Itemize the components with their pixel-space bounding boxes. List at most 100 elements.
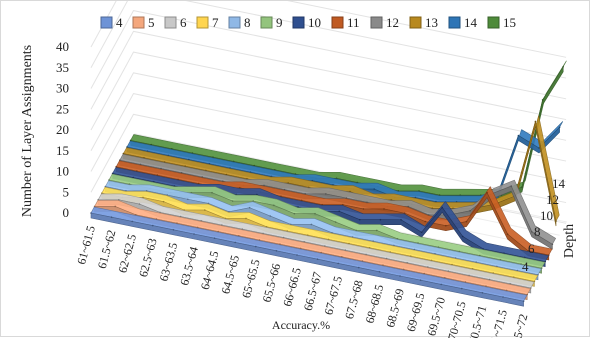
- legend-label: 11: [347, 15, 360, 30]
- data-point: [193, 233, 195, 235]
- legend-label: 7: [212, 15, 219, 30]
- data-point: [400, 218, 402, 221]
- data-point: [296, 254, 298, 256]
- legend-item: 9: [260, 15, 283, 30]
- legend-swatch: [132, 16, 145, 29]
- depth-tick-label: 10: [540, 208, 553, 223]
- data-point: [486, 191, 488, 194]
- data-point: [131, 220, 133, 223]
- data-point: [538, 147, 540, 149]
- legend-swatch: [196, 16, 209, 29]
- legend-label: 12: [386, 15, 399, 30]
- legend-item: 15: [487, 15, 516, 30]
- legend-label: 14: [464, 15, 478, 30]
- data-point: [424, 220, 427, 223]
- data-point: [376, 229, 378, 232]
- y-tick-label: 30: [56, 81, 69, 96]
- gridline: [90, 51, 567, 141]
- x-tick-label: 69~69.5: [404, 291, 428, 333]
- x-tick-label: 67~67.5: [321, 275, 345, 317]
- data-point: [462, 235, 464, 238]
- data-point: [469, 210, 471, 212]
- data-point: [273, 204, 275, 207]
- y-axis-title: Number of Layer Assignments: [20, 45, 35, 217]
- data-point: [231, 200, 234, 202]
- legend-swatch: [100, 16, 113, 29]
- data-point: [541, 99, 544, 101]
- gridline: [90, 30, 567, 121]
- data-point: [314, 212, 316, 215]
- depth-axis-title: Depth: [562, 224, 577, 258]
- x-tick-label: 65~65.5: [239, 258, 263, 300]
- data-point: [379, 218, 382, 221]
- data-point: [245, 217, 247, 220]
- x-tick-label: 70.5~71: [466, 304, 490, 338]
- legend-swatch: [260, 16, 273, 29]
- data-point: [445, 224, 447, 227]
- data-point: [211, 191, 213, 194]
- series-face: [90, 212, 524, 307]
- data-point: [275, 250, 278, 252]
- legend-swatch: [448, 16, 461, 29]
- data-point: [441, 206, 444, 209]
- legend-label: 15: [503, 15, 516, 30]
- data-point: [378, 271, 381, 273]
- x-tick-label: 64.5~65: [218, 254, 242, 296]
- gridline: [90, 1, 567, 79]
- y-tick-label: 25: [56, 101, 69, 116]
- x-tick-label: 62.5~63: [136, 237, 160, 279]
- data-point: [269, 215, 272, 217]
- data-point: [461, 287, 463, 290]
- y-axis: 0 5 10 15 20 25 30 35 40 Number of Layer Assignme…: [20, 39, 69, 220]
- data-point: [383, 208, 385, 210]
- y-tick-label: 5: [63, 184, 70, 199]
- legend-item: 11: [331, 15, 360, 30]
- data-point: [334, 221, 337, 223]
- legend-label: 8: [244, 15, 251, 30]
- gridline: [90, 72, 567, 162]
- legend-item: 6: [164, 15, 187, 30]
- x-tick-label: 63.5~64: [177, 245, 201, 287]
- x-tick-label: 68~68.5: [363, 283, 387, 325]
- data-point: [517, 134, 520, 137]
- data-point: [551, 243, 554, 246]
- gridline: [90, 10, 567, 100]
- legend-swatch: [487, 16, 500, 29]
- data-point: [248, 206, 251, 209]
- legend-item: 14: [448, 15, 478, 30]
- gridline: [90, 93, 567, 183]
- y-tick-label: 15: [56, 143, 69, 158]
- data-point: [419, 279, 422, 282]
- legend-swatch: [292, 16, 305, 29]
- x-tick-label: 62~62.5: [115, 233, 139, 275]
- legend-swatch: [164, 16, 177, 29]
- data-point: [213, 237, 216, 239]
- data-point: [325, 193, 327, 195]
- data-point: [293, 212, 296, 215]
- data-point: [138, 203, 141, 205]
- legend-label: 10: [308, 15, 321, 30]
- legend-label: 5: [148, 15, 155, 30]
- y-tick-label: 10: [56, 164, 69, 179]
- data-point: [234, 241, 236, 244]
- x-tick-label: 71.5~72: [507, 312, 531, 338]
- depth-tick-label: 8: [534, 224, 541, 239]
- legend-swatch: [370, 16, 383, 29]
- legend-swatch: [228, 16, 241, 29]
- data-point: [440, 283, 443, 286]
- data-point: [555, 220, 557, 222]
- legend-item: 12: [370, 15, 399, 30]
- x-tick-label: 66.5~67: [301, 270, 325, 312]
- data-point: [502, 296, 504, 298]
- legend-item: 13: [409, 15, 438, 30]
- gridline: [90, 113, 567, 204]
- series-4: [90, 206, 528, 307]
- legend-item: 10: [292, 15, 321, 30]
- x-tick-label: 69.5~70: [424, 296, 448, 338]
- x-tick-label: 66~66.5: [280, 266, 304, 308]
- data-point: [373, 188, 376, 190]
- y-tick-label: 0: [63, 205, 70, 220]
- legend-label: 4: [116, 15, 123, 30]
